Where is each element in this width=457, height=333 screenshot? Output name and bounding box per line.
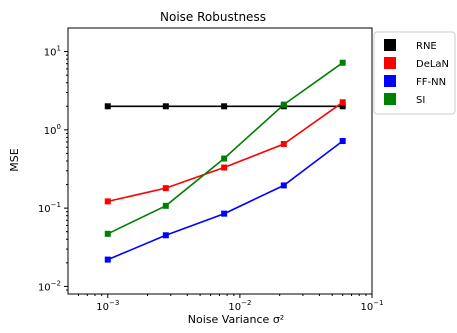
legend: RNE DeLaN FF-NN SI (373, 31, 456, 115)
y-axis-label: MSE (8, 148, 21, 171)
data-point-ff-nn (221, 210, 228, 217)
data-point-rne (339, 103, 346, 110)
x-tick-label: 10−2 (228, 299, 251, 313)
data-point-delan (162, 185, 169, 192)
series-line-delan (107, 101, 344, 203)
legend-swatch-rne (384, 39, 396, 51)
x-tick-label: 10−3 (96, 299, 119, 313)
x-tick-label-exponent: −1 (373, 299, 383, 307)
y-tick-label-base: 10 (44, 48, 57, 59)
data-point-ff-nn (280, 182, 287, 189)
data-point-delan (339, 99, 346, 106)
y-tick-label-exponent: 1 (57, 45, 61, 53)
data-point-rne (162, 103, 169, 110)
legend-label: SI (416, 95, 425, 106)
legend-label: RNE (416, 41, 437, 52)
data-point-si (162, 202, 169, 209)
data-point-ff-nn (339, 138, 346, 145)
x-tick-label-base: 10 (96, 302, 109, 313)
data-point-delan (221, 164, 228, 171)
y-tick-label: 10−1 (38, 201, 61, 215)
x-tick-label: 10−1 (360, 299, 383, 313)
y-tick-label-exponent: −1 (51, 201, 61, 209)
legend-label: DeLaN (416, 59, 449, 70)
chart-title: Noise Robustness (160, 10, 266, 24)
series-group (104, 59, 346, 263)
data-point-si (104, 230, 111, 237)
x-tick-label-base: 10 (360, 302, 373, 313)
data-point-si (280, 101, 287, 108)
data-point-si (339, 59, 346, 66)
x-tick-label-exponent: −2 (241, 299, 251, 307)
data-point-delan (104, 198, 111, 205)
x-tick-label-base: 10 (228, 302, 241, 313)
data-point-rne (221, 103, 228, 110)
x-tick-label-exponent: −3 (109, 299, 119, 307)
y-tick-label-exponent: 0 (57, 123, 61, 131)
legend-swatch-si (384, 93, 396, 105)
data-point-ff-nn (104, 256, 111, 263)
data-point-delan (280, 140, 287, 147)
y-tick-label: 101 (44, 45, 61, 59)
x-axis-label: Noise Variance σ² (188, 313, 284, 326)
y-tick-label-exponent: −2 (51, 279, 61, 287)
data-point-ff-nn (162, 232, 169, 239)
data-point-rne (104, 103, 111, 110)
legend-swatch-ff-nn (384, 75, 396, 87)
data-point-si (221, 155, 228, 162)
series-line-si (107, 62, 344, 235)
y-tick-label-base: 10 (44, 126, 57, 137)
y-tick-label: 10−2 (38, 279, 61, 293)
y-tick-label-base: 10 (38, 282, 51, 293)
y-tick-label-base: 10 (38, 204, 51, 215)
legend-swatch-delan (384, 57, 396, 69)
y-tick-label: 100 (44, 123, 61, 137)
legend-label: FF-NN (416, 77, 446, 88)
